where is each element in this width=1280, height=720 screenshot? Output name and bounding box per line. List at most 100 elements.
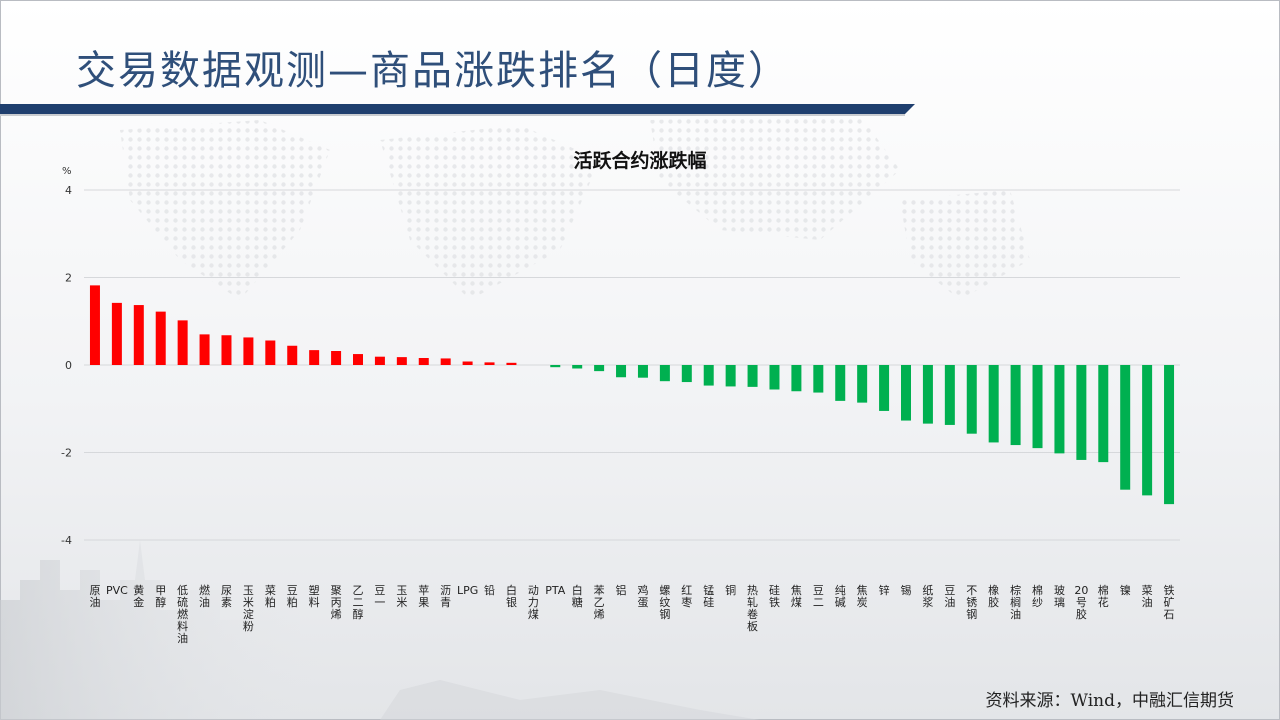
bar (703, 365, 714, 386)
x-tick-label: 红枣 (681, 584, 692, 609)
x-tick-label: 纯碱 (835, 584, 846, 609)
bar (637, 365, 648, 378)
bar (616, 365, 627, 378)
source-note: 资料来源：Wind，中融汇信期货 (985, 691, 1234, 711)
x-tick-label: 鸡蛋 (637, 583, 648, 609)
x-tick-label: 沥青 (440, 584, 451, 609)
x-tick-label: 锌 (879, 583, 890, 597)
x-tick-label: 低硫燃料油 (177, 584, 188, 645)
bar (835, 365, 846, 401)
chart-title: 活跃合约涨跌幅 (573, 150, 707, 172)
x-tick-label: 热轧卷板 (747, 584, 758, 633)
bar (1098, 365, 1109, 463)
x-tick-label: 棕榈油 (1010, 583, 1021, 621)
bar (550, 365, 561, 368)
x-tick-label: 苹果 (418, 583, 429, 609)
x-tick-label: 铜 (725, 583, 736, 597)
x-tick-label: 乙二醇 (353, 584, 364, 621)
bar (374, 356, 385, 365)
bar (1164, 365, 1175, 505)
x-tick-label: PTA (545, 584, 565, 597)
world-map-decoration (120, 115, 1030, 300)
bar (89, 285, 100, 365)
x-tick-label: 硅铁 (769, 584, 780, 609)
x-tick-label: 纸浆 (922, 584, 933, 609)
bar (725, 365, 736, 387)
bar (418, 358, 429, 365)
x-tick-label: 聚丙烯 (331, 584, 342, 621)
y-tick-label: -2 (61, 447, 72, 460)
bar (1054, 365, 1065, 454)
bar (594, 365, 605, 372)
x-tick-label: 塑料 (309, 583, 320, 609)
bar (988, 365, 999, 443)
x-tick-label: 玉米 (396, 584, 407, 609)
x-tick-label: 动力煤 (528, 584, 539, 621)
x-tick-label: 原油 (89, 584, 100, 609)
bar (681, 365, 692, 383)
bar (111, 302, 122, 365)
bar (462, 361, 473, 365)
x-tick-label: 豆粕 (287, 584, 298, 609)
bar (659, 365, 670, 382)
x-tick-label: 铁矿石 (1164, 584, 1175, 621)
bar (1142, 365, 1153, 496)
x-tick-label: 黄金 (133, 583, 144, 609)
x-tick-label: 白银 (506, 583, 517, 609)
y-axis-label: % (62, 166, 72, 177)
bar (901, 365, 911, 421)
y-tick-label: 2 (65, 272, 72, 285)
bar (396, 357, 407, 365)
x-tick-label: 菜油 (1142, 584, 1153, 609)
bar (353, 354, 363, 365)
x-tick-label: 菜粕 (265, 584, 276, 609)
bar (155, 311, 166, 365)
x-tick-label: LPG (457, 584, 478, 597)
x-tick-label: 锡 (901, 583, 912, 597)
bar (791, 365, 802, 392)
bar (309, 350, 320, 365)
x-tick-label: 橡胶 (988, 584, 999, 609)
bar (857, 365, 868, 403)
x-tick-label: 尿素 (221, 584, 232, 609)
x-tick-label: 镍 (1120, 583, 1131, 597)
x-tick-label: 焦炭 (857, 584, 868, 609)
bar (221, 335, 232, 365)
x-tick-label: 豆一 (374, 584, 385, 609)
y-tick-label: -4 (61, 534, 72, 547)
title-underline (0, 104, 915, 116)
bar (243, 337, 254, 365)
bar (1076, 365, 1087, 460)
bar (879, 365, 890, 411)
y-tick-label: 0 (65, 359, 72, 372)
bar (506, 362, 517, 365)
x-tick-label: 棉花 (1098, 583, 1109, 609)
bar (572, 365, 583, 369)
hexagon-decoration (380, 680, 760, 720)
bar (331, 351, 342, 365)
bar (944, 365, 955, 425)
page-title: 交易数据观测—商品涨跌排名（日度） (76, 48, 790, 94)
x-tick-label: 白糖 (572, 583, 583, 609)
x-tick-label: PVC (106, 584, 128, 597)
x-tick-label: 棉纱 (1032, 583, 1043, 609)
x-tick-label: 20 号胶 (1074, 584, 1088, 621)
x-tick-label: 玉米淀粉 (243, 584, 254, 633)
bar (747, 365, 758, 387)
bar (1120, 365, 1131, 490)
bar (813, 365, 824, 393)
bar (177, 320, 188, 365)
bar (133, 305, 144, 365)
x-tick-label: 铅 (484, 583, 495, 597)
x-tick-label: 豆二 (813, 584, 824, 609)
bar (199, 334, 210, 365)
bar (1032, 365, 1043, 449)
x-tick-label: 锰硅 (703, 583, 714, 609)
x-tick-label: 苯乙烯 (594, 583, 605, 621)
bar (440, 358, 451, 365)
bar (769, 365, 780, 390)
bar (265, 340, 276, 365)
skyline-decoration (0, 540, 340, 720)
